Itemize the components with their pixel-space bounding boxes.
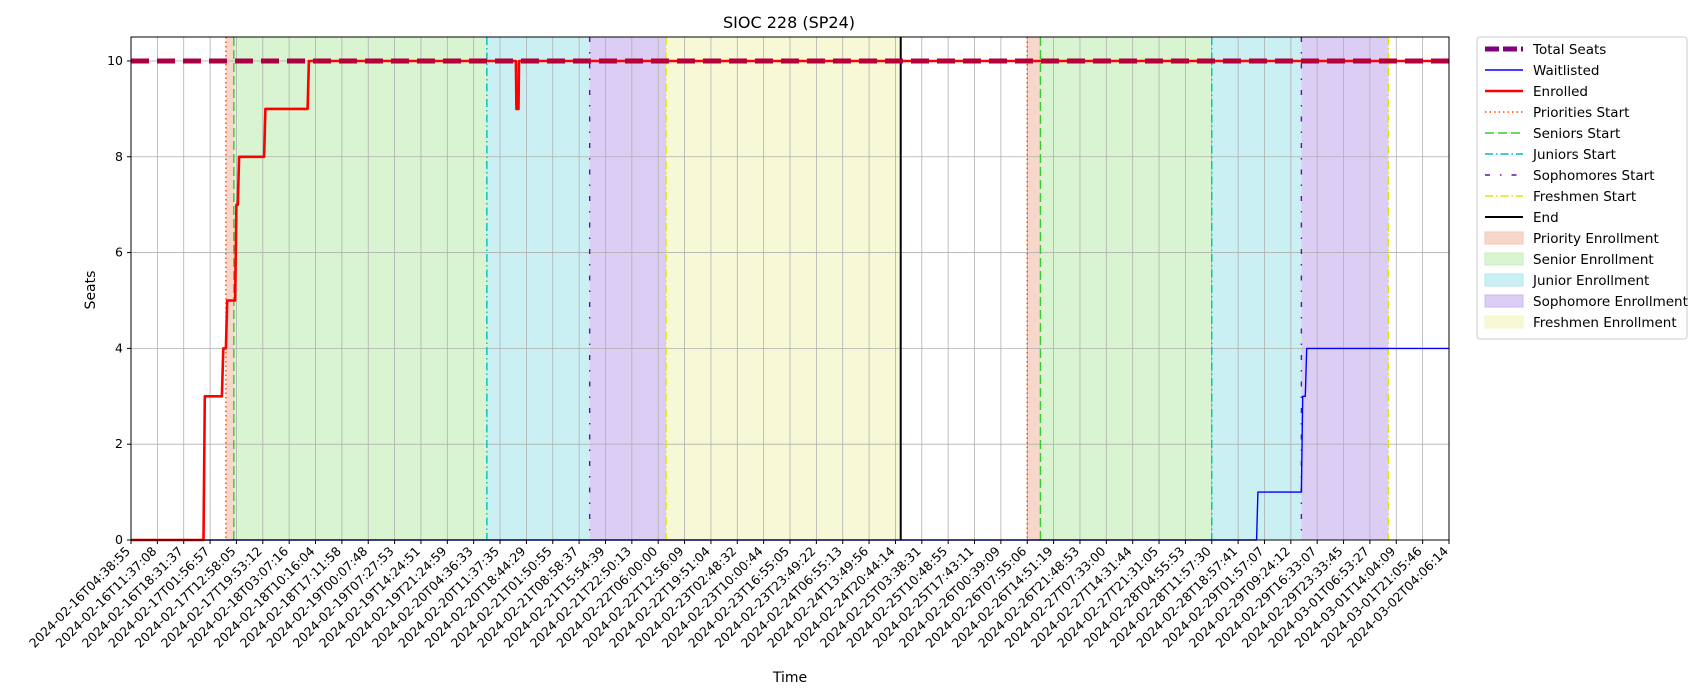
legend-item: Waitlisted: [1485, 63, 1600, 79]
legend-item: Freshmen Enrollment: [1484, 315, 1677, 331]
legend-item: Total Seats: [1485, 42, 1606, 58]
legend-swatch: [1484, 294, 1524, 308]
legend-swatch: [1484, 273, 1524, 287]
legend-item: Sophomores Start: [1485, 168, 1655, 184]
phase-band-junior-enrollment: [1211, 37, 1302, 540]
legend-box: [1476, 36, 1688, 340]
legend-label: Freshmen Enrollment: [1533, 315, 1677, 331]
legend-swatch: [1484, 315, 1524, 329]
legend-label: Waitlisted: [1533, 63, 1600, 79]
phase-band-freshmen-enrollment: [666, 37, 901, 540]
legend-label: Junior Enrollment: [1532, 273, 1649, 289]
legend-label: End: [1533, 210, 1559, 226]
y-tick-label: 4: [115, 340, 123, 355]
chart-title: SIOC 228 (SP24): [723, 13, 855, 32]
legend-item: Priorities Start: [1485, 105, 1629, 121]
y-tick-label: 2: [115, 436, 123, 451]
legend-item: Seniors Start: [1485, 126, 1620, 142]
legend-swatch: [1484, 231, 1524, 245]
legend-label: Juniors Start: [1532, 147, 1616, 163]
phase-band-senior-enrollment: [1040, 37, 1212, 540]
legend-item: Freshmen Start: [1485, 189, 1636, 205]
legend-label: Enrolled: [1533, 84, 1588, 100]
legend-item: Sophomore Enrollment: [1484, 294, 1688, 310]
series-enrolled: [131, 59, 1449, 542]
y-tick-label: 0: [115, 532, 123, 547]
phase-band-sophomore-enrollment: [589, 37, 667, 540]
legend-label: Freshmen Start: [1533, 189, 1636, 205]
legend-item: Juniors Start: [1485, 147, 1616, 163]
phase-band-senior-enrollment: [233, 37, 487, 540]
legend-swatch: [1484, 252, 1524, 266]
x-axis-title: Time: [772, 670, 807, 686]
y-tick-label: 10: [107, 53, 123, 68]
y-axis-title: Seats: [83, 271, 99, 310]
legend-label: Sophomores Start: [1533, 168, 1655, 184]
legend-label: Sophomore Enrollment: [1533, 294, 1688, 310]
legend-label: Total Seats: [1532, 42, 1606, 58]
phase-band-priority-enrollment: [1027, 37, 1041, 540]
phase-bands: [225, 37, 1389, 540]
grid-lines: [130, 37, 1450, 541]
series-waitlisted: [131, 347, 1449, 541]
legend-label: Priorities Start: [1533, 105, 1629, 121]
legend-label: Senior Enrollment: [1533, 252, 1654, 268]
legend: Total Seats Waitlisted Enrolled Priorities …: [1476, 36, 1688, 340]
legend-label: Priority Enrollment: [1533, 231, 1659, 247]
legend-label: Seniors Start: [1533, 126, 1620, 142]
data-series: [131, 58, 1449, 542]
legend-item: Priority Enrollment: [1484, 231, 1659, 247]
legend-item: Senior Enrollment: [1484, 252, 1654, 268]
legend-item: Enrolled: [1485, 84, 1588, 100]
phase-band-priority-enrollment: [225, 37, 234, 540]
phase-band-junior-enrollment: [486, 37, 590, 540]
legend-item: Junior Enrollment: [1484, 273, 1649, 289]
y-tick-label: 6: [115, 245, 123, 260]
legend-item: End: [1485, 210, 1559, 226]
y-tick-label: 8: [115, 149, 123, 164]
phase-band-sophomore-enrollment: [1301, 37, 1389, 540]
phase-start-markers: [225, 37, 1390, 540]
